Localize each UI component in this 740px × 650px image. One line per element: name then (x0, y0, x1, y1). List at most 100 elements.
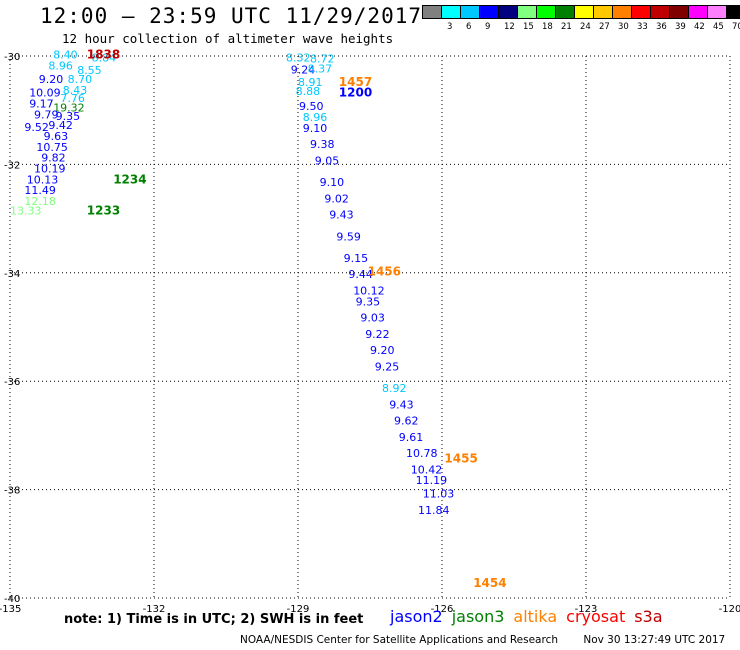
swh-value-west-track: 8.55 (77, 64, 102, 77)
swh-value-west-track: 9.82 (41, 152, 65, 165)
legend-bin-label: 33 (637, 22, 648, 32)
swh-value-west-track: 10.75 (36, 141, 68, 154)
swh-value-east-track: 9.20 (370, 344, 395, 357)
satellite-label: cryosat (566, 607, 626, 626)
swh-value-east-track: 9.10 (320, 176, 345, 189)
swh-value-west-track: 8.84 (92, 51, 117, 64)
swh-value-east-track: 9.43 (389, 398, 414, 411)
swh-value-east-track: 9.24 (291, 63, 316, 76)
footer-credit: NOAA/NESDIS Center for Satellite Applica… (240, 634, 558, 646)
legend-bin-label: 3 (447, 22, 453, 32)
pass-time-label: 1233 (87, 203, 120, 217)
swh-value-east-track: 9.50 (299, 100, 324, 113)
swh-value-east-track: 10.12 (353, 284, 385, 297)
swh-value-west-track: 13.33 (10, 204, 42, 217)
swh-value-west-track: 8.40 (53, 49, 77, 62)
swh-value-east-track: 9.03 (360, 312, 385, 325)
swh-value-west-track: 9.20 (39, 73, 64, 86)
y-tick-label: -32 (4, 160, 20, 171)
satellite-label: altika (513, 607, 558, 626)
x-tick-label: -132 (143, 604, 166, 615)
swh-value-east-track: 9.05 (315, 154, 340, 167)
legend-bin-label: 30 (618, 22, 629, 32)
swh-value-east-track: 9.43 (329, 209, 354, 222)
swh-value-east-track: 9.22 (365, 328, 390, 341)
pass-time-label: 1200 (339, 86, 372, 100)
legend-bin-label: 18 (542, 22, 553, 32)
satellite-label: jason3 (451, 607, 505, 626)
pass-time-label: 1838 (87, 48, 120, 62)
footer-timestamp: Nov 30 13:27:49 UTC 2017 (583, 634, 726, 646)
color-legend (422, 5, 740, 19)
x-tick-label: -120 (719, 604, 740, 615)
pass-time-label: 1454 (473, 576, 506, 590)
swh-value-west-track: 9.17 (29, 97, 54, 110)
x-tick-label: -123 (575, 604, 598, 615)
swh-value-west-track: 7.76 (60, 92, 85, 105)
pass-time-label: 1455 (444, 452, 477, 466)
legend-bin-label: 21 (561, 22, 572, 32)
x-tick-label: -126 (431, 604, 454, 615)
swh-value-east-track: 11.84 (418, 504, 450, 517)
footnote: note: 1) Time is in UTC; 2) SWH is in fe… (64, 612, 364, 627)
swh-value-east-track: 9.02 (324, 192, 349, 205)
satellite-legend: jason2 jason3 altika cryosat s3a (390, 607, 672, 626)
swh-value-west-track: 8.96 (48, 60, 73, 73)
legend-bin-label: 39 (675, 22, 686, 32)
swh-value-east-track: 11.03 (423, 488, 455, 501)
swh-value-east-track: 8.72 (310, 53, 335, 66)
swh-value-east-track: 9.59 (336, 230, 361, 243)
swh-value-west-track: 9.42 (48, 119, 73, 132)
legend-bin-label: 42 (694, 22, 705, 32)
swh-value-west-track: 9.35 (56, 110, 81, 123)
swh-value-east-track: 9.10 (303, 122, 328, 135)
swh-value-west-track: 11.49 (24, 184, 56, 197)
pass-time-label: 1234 (113, 172, 146, 186)
swh-value-east-track: 8.91 (298, 76, 323, 89)
swh-value-west-track: 9.79 (34, 108, 59, 121)
satellite-label: s3a (634, 607, 663, 626)
swh-value-east-track: 11.19 (416, 474, 448, 487)
swh-value-west-track: 8.43 (63, 84, 88, 97)
swh-value-east-track: 9.25 (375, 360, 400, 373)
swh-value-east-track: 9.44 (348, 268, 373, 281)
page-subtitle: 12 hour collection of altimeter wave hei… (62, 31, 394, 46)
swh-value-west-track: 10.19 (34, 163, 66, 176)
swh-value-east-track: 9.38 (310, 138, 335, 151)
swh-value-east-track: 9.35 (356, 295, 381, 308)
swh-value-east-track: 8.88 (296, 85, 321, 98)
y-tick-label: -38 (4, 486, 20, 497)
swh-value-east-track: 9.61 (399, 431, 424, 444)
legend-bin-label: 12 (504, 22, 515, 32)
x-tick-label: -135 (0, 604, 21, 615)
legend-bin-label: 45 (713, 22, 724, 32)
page-title: 12:00 – 23:59 UTC 11/29/2017 (40, 4, 423, 28)
y-tick-label: -34 (4, 269, 20, 280)
swh-value-west-track: 9.52 (24, 121, 49, 134)
legend-swatch (726, 5, 740, 19)
legend-bin-label: 27 (599, 22, 610, 32)
pass-time-label: 1456 (368, 265, 401, 279)
footer: NOAA/NESDIS Center for Satellite Applica… (240, 634, 725, 646)
swh-value-east-track: 8.32 (286, 51, 311, 64)
swh-value-east-track: 8.96 (303, 111, 328, 124)
swh-value-west-track: 10.13 (27, 173, 59, 186)
swh-value-east-track: 9.62 (394, 415, 419, 428)
legend-bin-label: 15 (523, 22, 534, 32)
swh-value-west-track: 12.18 (24, 195, 56, 208)
color-legend-labels: 36912151821242730333639424570(ft) (422, 22, 740, 34)
swh-value-west-track: 19.32 (53, 101, 84, 114)
x-tick-label: -129 (287, 604, 310, 615)
swh-value-east-track: 10.78 (406, 447, 438, 460)
pass-time-label: 1457 (339, 75, 372, 89)
legend-bin-label: 36 (656, 22, 667, 32)
y-tick-label: -40 (4, 594, 20, 605)
swh-value-east-track: 10.42 (411, 463, 443, 476)
swh-value-west-track: 8.70 (68, 73, 93, 86)
swh-value-west-track: 9.63 (44, 130, 69, 143)
y-tick-label: -36 (4, 377, 20, 388)
satellite-label: jason2 (390, 607, 443, 626)
swh-value-east-track: 8.92 (382, 382, 407, 395)
y-tick-label: -30 (4, 52, 20, 63)
